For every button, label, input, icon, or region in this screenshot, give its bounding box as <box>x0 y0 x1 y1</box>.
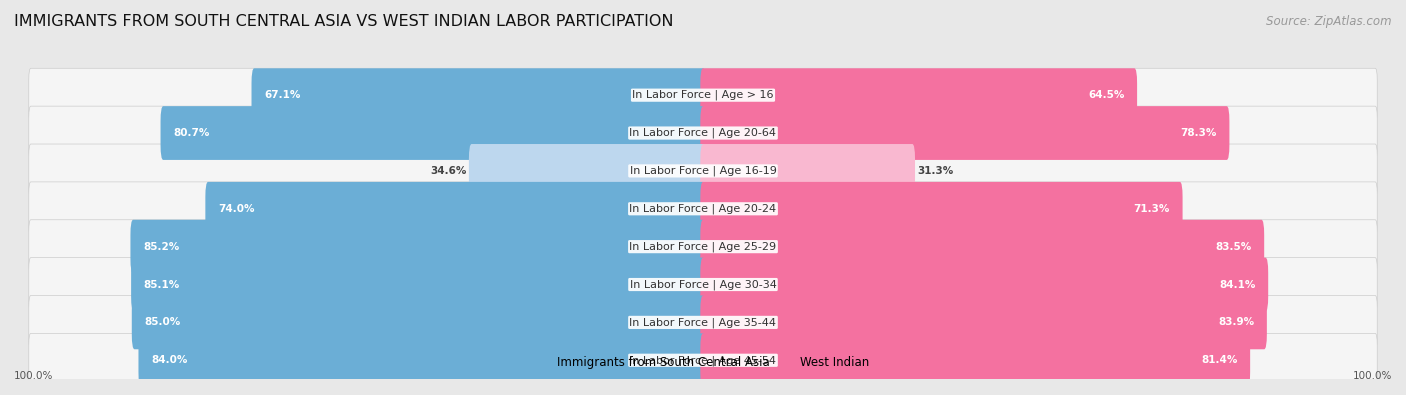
Text: 74.0%: 74.0% <box>218 204 254 214</box>
Text: 83.5%: 83.5% <box>1215 242 1251 252</box>
Text: 67.1%: 67.1% <box>264 90 301 100</box>
Text: 85.1%: 85.1% <box>143 280 180 290</box>
Text: 83.9%: 83.9% <box>1218 318 1254 327</box>
Legend: Immigrants from South Central Asia, West Indian: Immigrants from South Central Asia, West… <box>533 351 873 373</box>
Text: 100.0%: 100.0% <box>1353 371 1392 381</box>
Text: 84.0%: 84.0% <box>152 355 187 365</box>
Text: In Labor Force | Age 16-19: In Labor Force | Age 16-19 <box>630 166 776 176</box>
Text: 85.0%: 85.0% <box>145 318 181 327</box>
FancyBboxPatch shape <box>700 220 1264 274</box>
FancyBboxPatch shape <box>160 106 706 160</box>
Text: IMMIGRANTS FROM SOUTH CENTRAL ASIA VS WEST INDIAN LABOR PARTICIPATION: IMMIGRANTS FROM SOUTH CENTRAL ASIA VS WE… <box>14 14 673 29</box>
FancyBboxPatch shape <box>28 220 1378 274</box>
FancyBboxPatch shape <box>131 258 706 311</box>
Text: In Labor Force | Age 45-54: In Labor Force | Age 45-54 <box>630 355 776 365</box>
FancyBboxPatch shape <box>28 68 1378 122</box>
FancyBboxPatch shape <box>252 68 706 122</box>
Text: 31.3%: 31.3% <box>918 166 953 176</box>
FancyBboxPatch shape <box>28 295 1378 349</box>
FancyBboxPatch shape <box>205 182 706 236</box>
Text: 84.1%: 84.1% <box>1219 280 1256 290</box>
FancyBboxPatch shape <box>700 258 1268 311</box>
FancyBboxPatch shape <box>700 182 1182 236</box>
Text: 81.4%: 81.4% <box>1201 355 1237 365</box>
FancyBboxPatch shape <box>131 220 706 274</box>
FancyBboxPatch shape <box>468 144 706 198</box>
Text: In Labor Force | Age 25-29: In Labor Force | Age 25-29 <box>630 241 776 252</box>
FancyBboxPatch shape <box>700 333 1250 387</box>
FancyBboxPatch shape <box>28 182 1378 236</box>
FancyBboxPatch shape <box>28 106 1378 160</box>
FancyBboxPatch shape <box>700 295 1267 349</box>
Text: In Labor Force | Age 30-34: In Labor Force | Age 30-34 <box>630 279 776 290</box>
Text: In Labor Force | Age 20-64: In Labor Force | Age 20-64 <box>630 128 776 138</box>
FancyBboxPatch shape <box>700 144 915 198</box>
FancyBboxPatch shape <box>28 144 1378 198</box>
FancyBboxPatch shape <box>700 106 1229 160</box>
Text: Source: ZipAtlas.com: Source: ZipAtlas.com <box>1267 15 1392 28</box>
Text: 64.5%: 64.5% <box>1088 90 1125 100</box>
Text: 71.3%: 71.3% <box>1133 204 1170 214</box>
FancyBboxPatch shape <box>138 333 706 387</box>
Text: In Labor Force | Age > 16: In Labor Force | Age > 16 <box>633 90 773 100</box>
Text: In Labor Force | Age 35-44: In Labor Force | Age 35-44 <box>630 317 776 327</box>
Text: 80.7%: 80.7% <box>173 128 209 138</box>
Text: In Labor Force | Age 20-24: In Labor Force | Age 20-24 <box>630 203 776 214</box>
FancyBboxPatch shape <box>700 68 1137 122</box>
Text: 34.6%: 34.6% <box>430 166 467 176</box>
Text: 78.3%: 78.3% <box>1180 128 1216 138</box>
FancyBboxPatch shape <box>28 258 1378 311</box>
Text: 100.0%: 100.0% <box>14 371 53 381</box>
FancyBboxPatch shape <box>28 333 1378 387</box>
FancyBboxPatch shape <box>132 295 706 349</box>
Text: 85.2%: 85.2% <box>143 242 180 252</box>
